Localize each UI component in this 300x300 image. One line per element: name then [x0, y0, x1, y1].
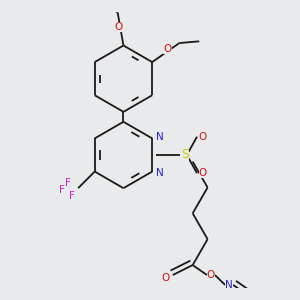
Text: N: N	[225, 280, 233, 290]
Text: O: O	[207, 270, 215, 280]
Text: F: F	[69, 191, 74, 202]
Text: O: O	[163, 44, 172, 54]
Text: F: F	[65, 178, 71, 188]
Text: S: S	[182, 148, 189, 161]
Text: N: N	[156, 168, 164, 178]
Text: F: F	[58, 185, 64, 195]
Text: O: O	[199, 132, 207, 142]
Text: O: O	[115, 22, 123, 32]
Text: N: N	[156, 132, 164, 142]
Text: O: O	[199, 168, 207, 178]
Text: O: O	[161, 273, 169, 283]
